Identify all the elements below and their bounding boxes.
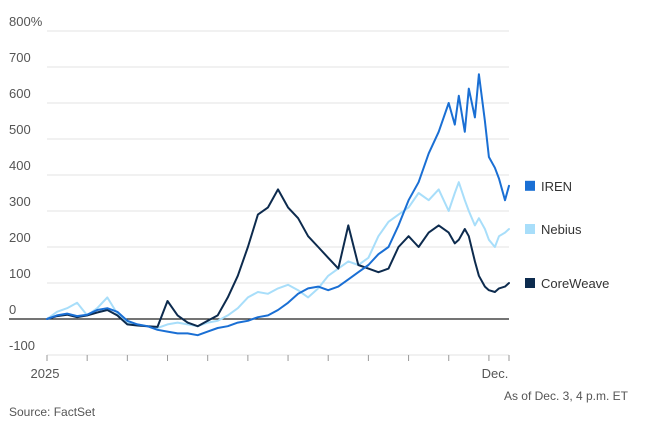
legend-label: CoreWeave bbox=[541, 276, 609, 291]
y-tick-label: 600 bbox=[9, 86, 31, 101]
series-line-nebius bbox=[46, 181, 510, 329]
series-line-iren bbox=[46, 73, 510, 337]
y-tick-label: 400 bbox=[9, 158, 31, 173]
legend-swatch bbox=[525, 278, 535, 288]
series-lines bbox=[46, 73, 510, 337]
x-axis-ticks: 2025 Dec. bbox=[31, 355, 510, 381]
gridlines bbox=[9, 30, 509, 356]
legend-label: Nebius bbox=[541, 222, 582, 237]
y-tick-label: 100 bbox=[9, 266, 31, 281]
legend-item-coreweave: CoreWeave bbox=[525, 276, 609, 291]
legend-swatch bbox=[525, 180, 535, 191]
y-axis-tick-labels: -100 0 100 200 300 400 500 600 700 800% bbox=[9, 14, 43, 353]
as-of-note: As of Dec. 3, 4 p.m. ET bbox=[503, 389, 628, 403]
y-tick-label: 700 bbox=[9, 50, 31, 65]
x-tick-label: Dec. bbox=[482, 366, 509, 381]
source-note: Source: FactSet bbox=[9, 405, 96, 419]
legend-swatch bbox=[525, 224, 535, 234]
y-tick-label: 0 bbox=[9, 302, 16, 317]
legend: IREN Nebius CoreWeave bbox=[525, 179, 609, 291]
legend-item-iren: IREN bbox=[525, 179, 572, 194]
y-tick-label: 800% bbox=[9, 14, 43, 29]
series-line-coreweave bbox=[46, 188, 510, 328]
y-tick-label: 500 bbox=[9, 122, 31, 137]
y-tick-label: 300 bbox=[9, 194, 31, 209]
x-tick-label: 2025 bbox=[31, 366, 60, 381]
legend-item-nebius: Nebius bbox=[525, 222, 582, 237]
y-tick-label: 200 bbox=[9, 230, 31, 245]
legend-label: IREN bbox=[541, 179, 572, 194]
y-tick-label: -100 bbox=[9, 338, 35, 353]
